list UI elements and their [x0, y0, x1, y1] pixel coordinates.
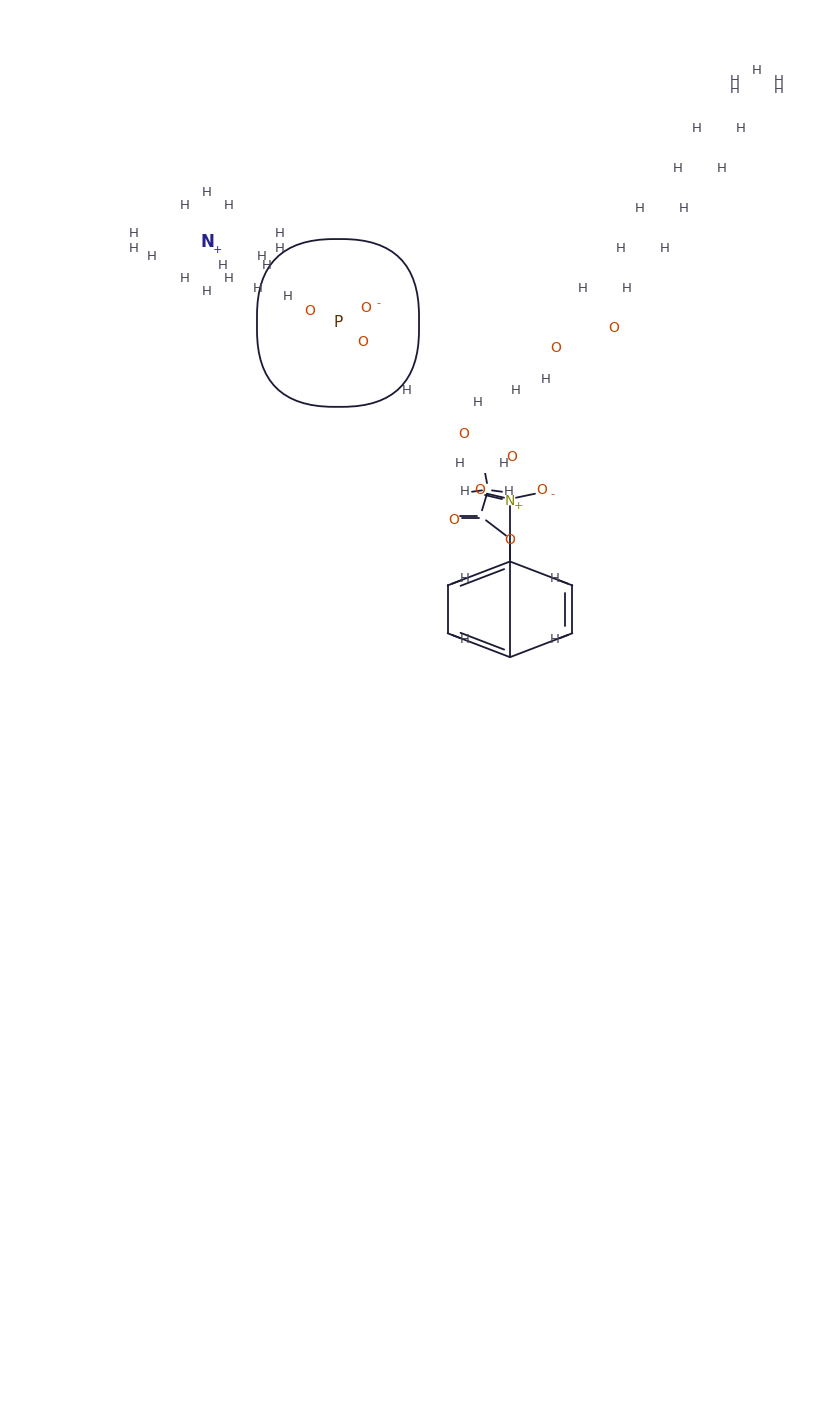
Text: H: H	[129, 243, 139, 255]
Text: O: O	[360, 302, 372, 316]
Text: H: H	[262, 258, 272, 272]
Text: O: O	[458, 427, 470, 441]
Text: H: H	[673, 162, 683, 175]
Text: H: H	[717, 162, 727, 175]
Text: H: H	[402, 385, 412, 398]
Text: H: H	[616, 243, 626, 255]
Text: O: O	[448, 513, 460, 527]
Text: -: -	[550, 489, 554, 499]
Text: H: H	[730, 73, 740, 87]
Text: O: O	[364, 341, 375, 355]
Text: H: H	[202, 285, 212, 299]
Text: O: O	[506, 450, 517, 464]
Text: H: H	[129, 227, 139, 241]
Text: O: O	[305, 305, 315, 319]
Text: H: H	[460, 572, 470, 585]
Text: H: H	[253, 282, 263, 295]
Text: H: H	[730, 83, 740, 96]
Text: +: +	[513, 502, 523, 512]
Text: H: H	[224, 272, 234, 285]
Text: H: H	[224, 199, 234, 212]
Text: H: H	[752, 63, 762, 78]
Text: H: H	[622, 282, 632, 295]
Text: O: O	[358, 334, 369, 348]
Text: H: H	[473, 396, 483, 409]
Text: H: H	[635, 202, 645, 216]
Text: H: H	[504, 485, 514, 498]
Text: H: H	[511, 385, 521, 398]
Text: O: O	[475, 482, 486, 496]
Text: H: H	[202, 186, 212, 199]
Text: H: H	[679, 202, 689, 216]
Text: P: P	[334, 316, 343, 330]
Text: N: N	[505, 493, 515, 508]
Text: H: H	[550, 633, 560, 646]
Text: H: H	[692, 123, 702, 135]
Text: H: H	[774, 73, 784, 87]
Text: H: H	[180, 272, 190, 285]
Text: H: H	[578, 282, 588, 295]
Text: H: H	[257, 250, 267, 264]
Text: H: H	[275, 227, 285, 241]
Text: H: H	[499, 457, 509, 471]
Text: N: N	[200, 233, 214, 251]
Text: H: H	[180, 199, 190, 212]
Text: H: H	[774, 83, 784, 96]
Text: H: H	[275, 243, 285, 255]
Text: H: H	[218, 258, 228, 272]
Text: O: O	[505, 533, 515, 547]
Text: H: H	[460, 633, 470, 646]
Text: H: H	[736, 123, 746, 135]
Text: O: O	[608, 321, 619, 336]
Text: H: H	[550, 572, 560, 585]
Text: O: O	[536, 482, 548, 496]
Text: H: H	[455, 457, 465, 471]
Text: H: H	[460, 485, 470, 498]
Text: O: O	[550, 341, 561, 355]
Text: H: H	[283, 290, 293, 303]
Text: H: H	[147, 250, 157, 264]
Text: -: -	[376, 298, 380, 307]
Text: H: H	[660, 243, 670, 255]
Text: H: H	[541, 372, 551, 386]
Text: H: H	[377, 378, 387, 391]
Text: +: +	[212, 245, 222, 255]
